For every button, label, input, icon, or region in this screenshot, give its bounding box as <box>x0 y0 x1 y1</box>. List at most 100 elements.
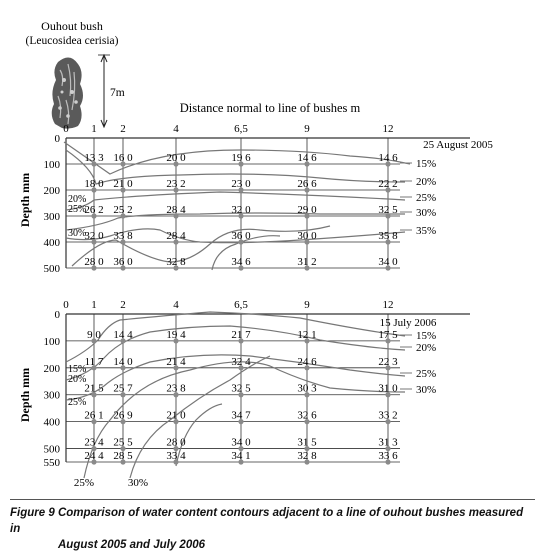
data-point-2005 <box>173 187 179 193</box>
points-2005 <box>91 161 391 271</box>
data-label-2006: 34 0 <box>231 437 251 449</box>
caption-line-1: Comparison of water content contours adj… <box>10 507 524 535</box>
data-label-2005: 21 0 <box>113 178 133 190</box>
y-axis-title-2005: Depth mm <box>18 173 32 227</box>
data-label-2005: 14 6 <box>297 152 317 164</box>
figure-canvas: Ouhout bush (Leucosidea cerisia) 7m Dist… <box>18 19 494 489</box>
x-tick-label-2006: 0 <box>63 299 69 311</box>
data-point-2006 <box>385 338 391 344</box>
data-label-2006: 21 4 <box>166 356 186 368</box>
data-point-2005 <box>385 161 391 167</box>
data-point-2006 <box>91 445 97 452</box>
height-arrow <box>98 53 110 129</box>
data-label-2006: 19 4 <box>166 329 186 341</box>
y-tick-label-2005: 100 <box>44 159 61 171</box>
data-point-2006 <box>385 459 391 465</box>
data-label-2006: 33 2 <box>378 410 397 422</box>
inline-contour-label-2005: 20% <box>68 194 86 205</box>
data-label-2006: 30 3 <box>297 383 317 395</box>
x-tick-label-2006: 2 <box>120 299 126 311</box>
data-point-2005 <box>91 239 97 245</box>
data-point-2006 <box>304 419 310 425</box>
data-label-2005: 28 0 <box>84 256 104 268</box>
data-point-2006 <box>120 392 126 398</box>
data-point-2006 <box>385 365 391 371</box>
caption-line-2: August 2005 and July 2006 <box>58 539 206 551</box>
y-tick-label-2005: 500 <box>44 263 61 275</box>
contour-line-35pct-2005 <box>65 228 406 244</box>
data-label-2006: 32 5 <box>231 383 251 395</box>
data-label-2005: 28 4 <box>166 204 186 216</box>
contour-label-2005: 35% <box>416 225 436 237</box>
data-point-2005 <box>238 239 244 245</box>
data-label-2006: 12 1 <box>297 329 316 341</box>
data-point-2006 <box>120 338 126 344</box>
data-point-2006 <box>91 338 97 344</box>
data-point-2005 <box>120 187 126 193</box>
data-point-2006 <box>91 365 97 371</box>
data-label-2005: 32 8 <box>166 256 186 268</box>
data-label-2005: 34 0 <box>378 256 398 268</box>
data-point-2005 <box>173 239 179 245</box>
data-point-2005 <box>91 265 97 271</box>
data-label-2006: 14 4 <box>113 329 133 341</box>
data-label-2006: 23 8 <box>166 383 186 395</box>
data-point-2006 <box>120 459 126 465</box>
contour-line-20pct-2005 <box>65 149 406 185</box>
data-label-2006: 26 1 <box>84 410 103 422</box>
data-label-2006: 32 4 <box>231 356 251 368</box>
y-tick-label-2005: 400 <box>44 237 61 249</box>
data-label-2006: 21 7 <box>231 329 251 341</box>
data-label-2006: 9 0 <box>87 329 101 341</box>
contour-label-2005: 30% <box>416 207 436 219</box>
data-label-2006: 21 5 <box>84 383 104 395</box>
data-label-2006: 22 3 <box>378 356 398 368</box>
bottom-contour-label-2006: 30% <box>128 477 148 489</box>
data-label-2006: 34 1 <box>231 450 250 462</box>
y-tick-label-2005: 0 <box>55 133 61 145</box>
data-point-2006 <box>173 459 179 465</box>
contour-label-2005: 20% <box>416 176 436 188</box>
data-label-2005: 26 2 <box>84 204 103 216</box>
data-point-2005 <box>173 265 179 271</box>
y-tick-label-2006: 550 <box>44 457 61 469</box>
data-point-2006 <box>304 365 310 371</box>
data-point-2005 <box>120 161 126 167</box>
data-label-2005: 35 8 <box>378 230 398 242</box>
data-point-2005 <box>304 161 310 167</box>
data-point-2005 <box>304 239 310 245</box>
data-label-2005: 29 0 <box>297 204 317 216</box>
contour-line-25pct-2006 <box>65 354 406 401</box>
data-point-2005 <box>173 161 179 167</box>
data-label-2006: 14 0 <box>113 356 133 368</box>
data-label-2006: 33 4 <box>166 450 186 462</box>
data-label-2006: 26 9 <box>113 410 133 422</box>
data-label-2006: 31 3 <box>378 437 398 449</box>
bush-illustration <box>51 57 83 129</box>
data-label-2005: 20 0 <box>166 152 186 164</box>
inline-contour-label-2005: 30% <box>68 228 86 239</box>
data-label-2005: 32 0 <box>84 230 104 242</box>
data-point-2006 <box>238 459 244 465</box>
data-point-2005 <box>385 265 391 271</box>
data-label-2005: 14 6 <box>378 152 398 164</box>
y-axis-title-2006: Depth mm <box>18 368 32 422</box>
x-tick-label-2005: 2 <box>120 123 126 135</box>
data-label-2006: 28 5 <box>113 450 133 462</box>
data-label-2005: 31 2 <box>297 256 316 268</box>
data-label-2005: 36 0 <box>231 230 251 242</box>
contour-line-15pct-2005 <box>63 141 411 175</box>
y-tick-label-2006: 400 <box>44 417 61 429</box>
contour-line-25pct-2005 <box>65 191 406 211</box>
data-point-2006 <box>91 419 97 425</box>
x-tick-label-2005: 6,5 <box>234 123 248 135</box>
plant-header: Ouhout bush (Leucosidea cerisia) 7m <box>26 19 125 129</box>
data-point-2005 <box>238 187 244 193</box>
data-point-2005 <box>91 213 97 219</box>
y-tick-label-2005: 300 <box>44 211 61 223</box>
labels-2005: 25 August 2005 13 3 16 0 20 0 19 6 14 6 14 6 18… <box>68 139 493 268</box>
x-tick-label-2006: 1 <box>91 299 97 311</box>
data-label-2006: 23 4 <box>84 437 104 449</box>
